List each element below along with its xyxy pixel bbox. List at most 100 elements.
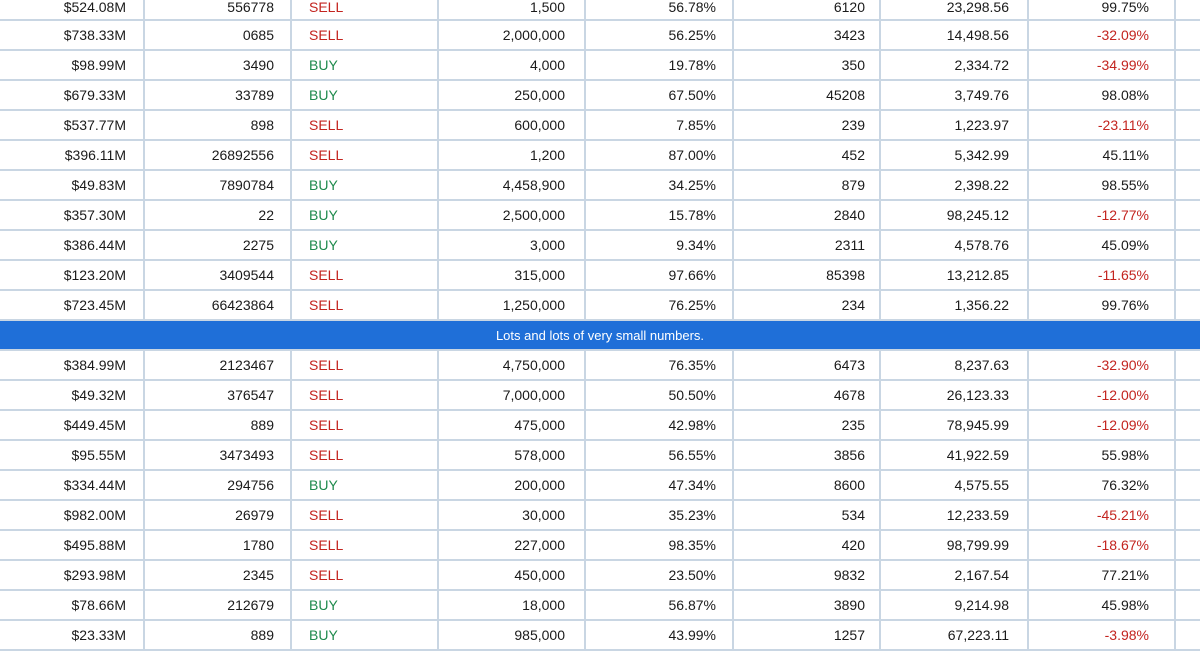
id-cell: 26892556 (145, 141, 292, 169)
count-cell: 3890 (734, 591, 881, 619)
quantity-cell: 1,200 (439, 141, 586, 169)
side-cell: SELL (292, 0, 439, 19)
id-cell: 3473493 (145, 441, 292, 469)
price-cell: 4,575.55 (881, 471, 1029, 499)
percent-cell: 50.50% (586, 381, 734, 409)
percent-cell: 56.87% (586, 591, 734, 619)
price-cell: 12,233.59 (881, 501, 1029, 529)
market-cap-cell: $524.08M (0, 0, 145, 19)
quantity-cell: 1,500 (439, 0, 586, 19)
price-cell: 98,799.99 (881, 531, 1029, 559)
market-cap-cell: $738.33M (0, 21, 145, 49)
data-table: $524.08M 556778 SELL 1,500 56.78% 6120 23,298.… (0, 0, 1200, 651)
percent-cell: 76.25% (586, 291, 734, 319)
trailing-cell (1176, 381, 1200, 409)
market-cap-cell: $123.20M (0, 261, 145, 289)
table-row: $49.32M 376547 SELL 7,000,000 50.50% 4678 26,1… (0, 381, 1200, 411)
percent-cell: 43.99% (586, 621, 734, 649)
count-cell: 452 (734, 141, 881, 169)
price-cell: 4,578.76 (881, 231, 1029, 259)
change-cell: -45.21% (1029, 501, 1176, 529)
market-cap-cell: $386.44M (0, 231, 145, 259)
price-cell: 26,123.33 (881, 381, 1029, 409)
side-cell: SELL (292, 351, 439, 379)
market-cap-cell: $98.99M (0, 51, 145, 79)
trailing-cell (1176, 501, 1200, 529)
count-cell: 420 (734, 531, 881, 559)
percent-cell: 56.78% (586, 0, 734, 19)
id-cell: 376547 (145, 381, 292, 409)
side-cell: BUY (292, 51, 439, 79)
table-row: $95.55M 3473493 SELL 578,000 56.55% 3856 41,92… (0, 441, 1200, 471)
side-cell: BUY (292, 591, 439, 619)
trailing-cell (1176, 411, 1200, 439)
quantity-cell: 227,000 (439, 531, 586, 559)
quantity-cell: 578,000 (439, 441, 586, 469)
count-cell: 2840 (734, 201, 881, 229)
side-cell: SELL (292, 441, 439, 469)
change-cell: -32.09% (1029, 21, 1176, 49)
table-row: $334.44M 294756 BUY 200,000 47.34% 8600 4,575.… (0, 471, 1200, 501)
id-cell: 898 (145, 111, 292, 139)
trailing-cell (1176, 0, 1200, 19)
quantity-cell: 450,000 (439, 561, 586, 589)
percent-cell: 23.50% (586, 561, 734, 589)
table-row: $123.20M 3409544 SELL 315,000 97.66% 85398 13,… (0, 261, 1200, 291)
count-cell: 9832 (734, 561, 881, 589)
market-cap-cell: $495.88M (0, 531, 145, 559)
side-cell: BUY (292, 171, 439, 199)
quantity-cell: 2,500,000 (439, 201, 586, 229)
percent-cell: 67.50% (586, 81, 734, 109)
trailing-cell (1176, 51, 1200, 79)
change-cell: 99.75% (1029, 0, 1176, 19)
change-cell: -18.67% (1029, 531, 1176, 559)
side-cell: SELL (292, 111, 439, 139)
change-cell: 99.76% (1029, 291, 1176, 319)
count-cell: 8600 (734, 471, 881, 499)
table-row: $738.33M 0685 SELL 2,000,000 56.25% 3423 14,49… (0, 21, 1200, 51)
percent-cell: 56.25% (586, 21, 734, 49)
table-row: $723.45M 66423864 SELL 1,250,000 76.25% 234 1,… (0, 291, 1200, 321)
quantity-cell: 250,000 (439, 81, 586, 109)
percent-cell: 15.78% (586, 201, 734, 229)
count-cell: 234 (734, 291, 881, 319)
count-cell: 4678 (734, 381, 881, 409)
table-row: $537.77M 898 SELL 600,000 7.85% 239 1,223.97 -2… (0, 111, 1200, 141)
side-cell: SELL (292, 411, 439, 439)
change-cell: 55.98% (1029, 441, 1176, 469)
percent-cell: 56.55% (586, 441, 734, 469)
table-row: $78.66M 212679 BUY 18,000 56.87% 3890 9,214.98… (0, 591, 1200, 621)
table-row: $524.08M 556778 SELL 1,500 56.78% 6120 23,298.… (0, 0, 1200, 21)
id-cell: 889 (145, 621, 292, 649)
market-cap-cell: $723.45M (0, 291, 145, 319)
market-cap-cell: $49.83M (0, 171, 145, 199)
id-cell: 889 (145, 411, 292, 439)
count-cell: 239 (734, 111, 881, 139)
quantity-cell: 4,000 (439, 51, 586, 79)
quantity-cell: 315,000 (439, 261, 586, 289)
quantity-cell: 18,000 (439, 591, 586, 619)
quantity-cell: 475,000 (439, 411, 586, 439)
change-cell: -23.11% (1029, 111, 1176, 139)
table-row: $49.83M 7890784 BUY 4,458,900 34.25% 879 2,398… (0, 171, 1200, 201)
change-cell: -3.98% (1029, 621, 1176, 649)
table-row: $384.99M 2123467 SELL 4,750,000 76.35% 6473 8,… (0, 351, 1200, 381)
quantity-cell: 600,000 (439, 111, 586, 139)
quantity-cell: 30,000 (439, 501, 586, 529)
table-row: $449.45M 889 SELL 475,000 42.98% 235 78,945.99… (0, 411, 1200, 441)
id-cell: 66423864 (145, 291, 292, 319)
count-cell: 235 (734, 411, 881, 439)
table-row: $357.30M 22 BUY 2,500,000 15.78% 2840 98,245.1… (0, 201, 1200, 231)
change-cell: -34.99% (1029, 51, 1176, 79)
price-cell: 98,245.12 (881, 201, 1029, 229)
price-cell: 3,749.76 (881, 81, 1029, 109)
price-cell: 5,342.99 (881, 141, 1029, 169)
market-cap-cell: $396.11M (0, 141, 145, 169)
price-cell: 2,334.72 (881, 51, 1029, 79)
trailing-cell (1176, 231, 1200, 259)
table-row: $679.33M 33789 BUY 250,000 67.50% 45208 3,749.… (0, 81, 1200, 111)
quantity-cell: 7,000,000 (439, 381, 586, 409)
change-cell: 45.98% (1029, 591, 1176, 619)
market-cap-cell: $537.77M (0, 111, 145, 139)
percent-cell: 42.98% (586, 411, 734, 439)
